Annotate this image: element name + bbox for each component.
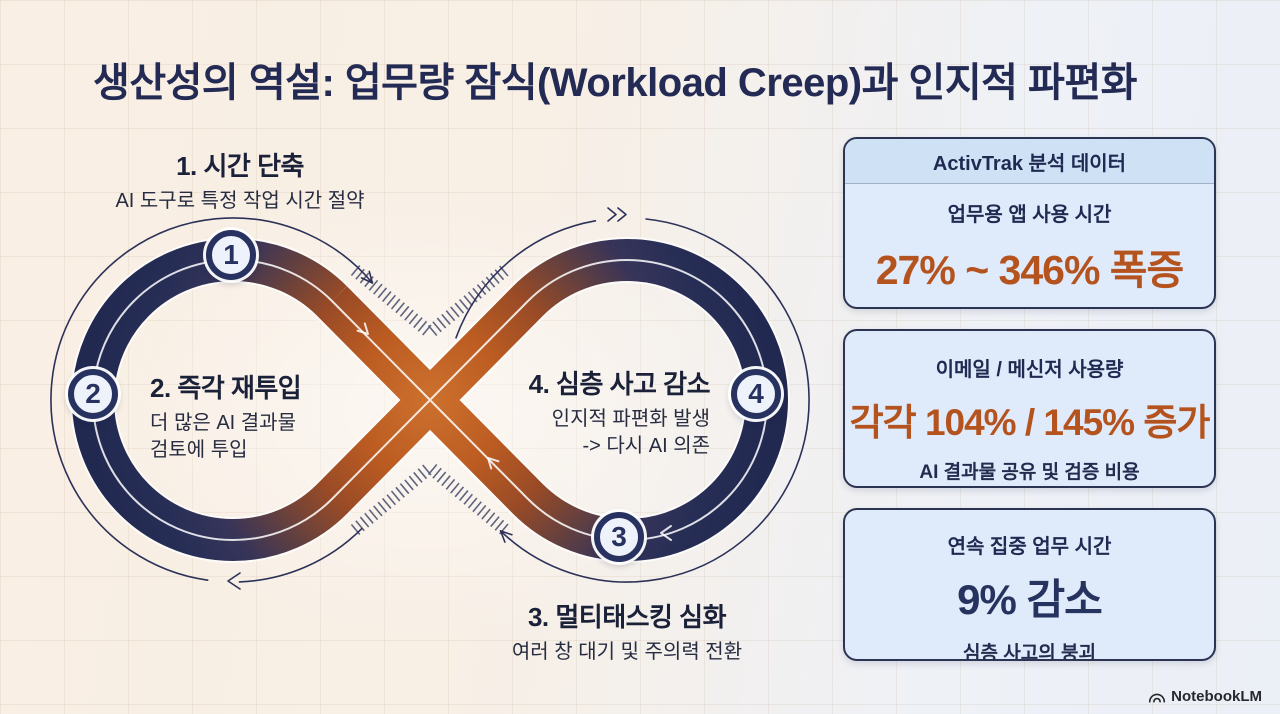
- notebooklm-logo-icon: [1149, 693, 1166, 703]
- arrow-bottom-right-icon: [499, 530, 513, 543]
- step-number: 2: [85, 378, 101, 409]
- arrow-top-left-icon: [360, 270, 374, 284]
- stat-card-focus-time: 연속 집중 업무 시간 9% 감소 심층 사고의 붕괴: [843, 508, 1216, 661]
- step-title: 3. 멀티태스킹 심화: [527, 602, 727, 632]
- step-desc: 더 많은 AI 결과물 검토에 투입: [150, 412, 296, 461]
- step-number: 1: [223, 239, 239, 270]
- chevron-right-icon: [607, 207, 617, 222]
- card-value: 각각 104% / 145% 증가: [849, 402, 1211, 443]
- step-desc: 인지적 파편화 발생 -> 다시 AI 의존: [551, 408, 710, 457]
- card-caption: 심층 사고의 붕괴: [963, 643, 1096, 661]
- chevron-white-icon: [660, 525, 672, 541]
- ribbon-divider-line: [92, 259, 768, 541]
- card-label: 연속 집중 업무 시간: [947, 536, 1112, 558]
- stat-card-app-usage: ActivTrak 분석 데이터 업무용 앱 사용 시간 27% ~ 346% …: [843, 137, 1216, 309]
- step-badge-2: 2: [68, 369, 118, 419]
- step-desc: AI 도구로 특정 작업 시간 절약: [115, 190, 365, 212]
- step-title: 4. 심층 사고 감소: [528, 369, 711, 399]
- step-title: 2. 즉각 재투입: [150, 373, 302, 403]
- step-badge-3: 3: [594, 512, 644, 562]
- step-title: 1. 시간 단축: [176, 151, 304, 181]
- arrow-up-left-icon: [487, 457, 500, 470]
- ribbon-direction-arrows: [356, 322, 672, 541]
- crossing-tick-marks: [350, 265, 510, 535]
- stat-card-email-messenger: 이메일 / 메신저 사용량 각각 104% / 145% 증가 AI 결과물 공…: [843, 329, 1216, 488]
- card-header: ActivTrak 분석 데이터: [845, 139, 1214, 184]
- step-badge-1: 1: [206, 230, 256, 280]
- step-label-4: 4. 심층 사고 감소 인지적 파편화 발생 -> 다시 AI 의존: [430, 364, 711, 460]
- flow-guide-arcs: [50, 207, 810, 590]
- card-label: 업무용 앱 사용 시간: [947, 204, 1112, 226]
- step-label-1: 1. 시간 단축 AI 도구로 특정 작업 시간 절약: [55, 146, 425, 215]
- left-outer-arc: [50, 217, 374, 581]
- step-label-2: 2. 즉각 재투입 더 많은 AI 결과물 검토에 투입: [150, 368, 430, 464]
- arrow-down-right-icon: [356, 322, 369, 335]
- step-number: 4: [748, 378, 764, 409]
- right-outer-arc: [499, 218, 810, 583]
- card-label: 이메일 / 메신저 사용량: [935, 359, 1124, 381]
- page-title: 생산성의 역설: 업무량 잠식(Workload Creep)과 인지적 파편화: [93, 61, 1137, 105]
- card-value: 27% ~ 346% 폭증: [875, 247, 1184, 293]
- brand-name: NotebookLM: [1171, 688, 1262, 705]
- chevron-left-icon: [227, 572, 241, 590]
- step-desc: 여러 창 대기 및 주의력 전환: [511, 641, 743, 663]
- step-label-3: 3. 멀티태스킹 심화 여러 창 대기 및 주의력 전환: [442, 597, 812, 666]
- step-number: 3: [611, 521, 627, 552]
- left-outer-arc-bottom: [238, 527, 363, 583]
- card-caption: AI 결과물 공유 및 검증 비용: [919, 462, 1140, 483]
- chevron-right-icon-2: [617, 207, 627, 222]
- right-outer-arc-top: [455, 220, 597, 339]
- step-badge-4: 4: [731, 369, 781, 419]
- footer-brand: NotebookLM: [1148, 688, 1262, 705]
- card-value: 9% 감소: [957, 576, 1103, 623]
